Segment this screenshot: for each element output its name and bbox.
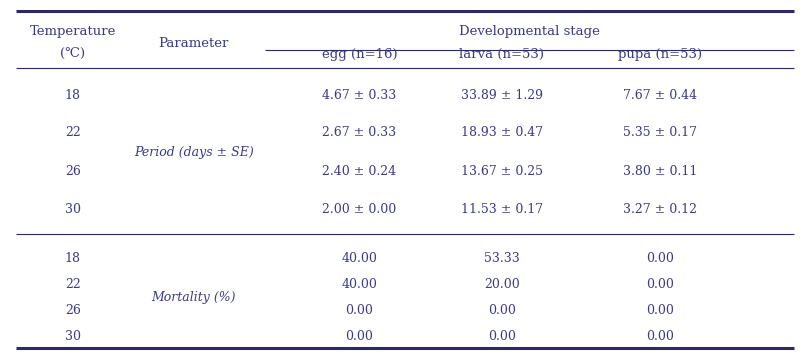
Text: 3.27 ± 0.12: 3.27 ± 0.12 [623,203,696,216]
Text: (℃): (℃) [60,48,85,61]
Text: 18: 18 [64,89,81,102]
Text: 20.00: 20.00 [484,278,520,291]
Text: 0.00: 0.00 [646,278,674,291]
Text: 0.00: 0.00 [488,304,516,317]
Text: 30: 30 [64,203,81,216]
Text: 0.00: 0.00 [646,304,674,317]
Text: pupa (n=53): pupa (n=53) [617,48,702,61]
Text: 5.35 ± 0.17: 5.35 ± 0.17 [623,126,696,140]
Text: 53.33: 53.33 [484,252,520,264]
Text: 33.89 ± 1.29: 33.89 ± 1.29 [461,89,542,102]
Text: larva (n=53): larva (n=53) [459,48,544,61]
Text: egg (n=16): egg (n=16) [322,48,397,61]
Text: 7.67 ± 0.44: 7.67 ± 0.44 [623,89,696,102]
Text: 3.80 ± 0.11: 3.80 ± 0.11 [622,165,697,178]
Text: 2.67 ± 0.33: 2.67 ± 0.33 [322,126,397,140]
Text: 0.00: 0.00 [646,252,674,264]
Text: Period (days ± SE): Period (days ± SE) [134,146,254,159]
Text: 40.00: 40.00 [342,278,377,291]
Text: 13.67 ± 0.25: 13.67 ± 0.25 [461,165,542,178]
Text: Parameter: Parameter [159,37,229,50]
Text: 26: 26 [65,304,81,317]
Text: Mortality (%): Mortality (%) [152,291,236,304]
Text: 0.00: 0.00 [646,330,674,343]
Text: 22: 22 [65,278,81,291]
Text: Temperature: Temperature [30,25,116,38]
Text: 4.67 ± 0.33: 4.67 ± 0.33 [322,89,397,102]
Text: 18.93 ± 0.47: 18.93 ± 0.47 [461,126,542,140]
Text: 22: 22 [65,126,81,140]
Text: 0.00: 0.00 [488,330,516,343]
Text: 11.53 ± 0.17: 11.53 ± 0.17 [461,203,542,216]
Text: Developmental stage: Developmental stage [459,25,600,38]
Text: 18: 18 [64,252,81,264]
Text: 30: 30 [64,330,81,343]
Text: 2.40 ± 0.24: 2.40 ± 0.24 [322,165,397,178]
Text: 0.00: 0.00 [346,330,373,343]
Text: 0.00: 0.00 [346,304,373,317]
Text: 26: 26 [65,165,81,178]
Text: 2.00 ± 0.00: 2.00 ± 0.00 [322,203,397,216]
Text: 40.00: 40.00 [342,252,377,264]
